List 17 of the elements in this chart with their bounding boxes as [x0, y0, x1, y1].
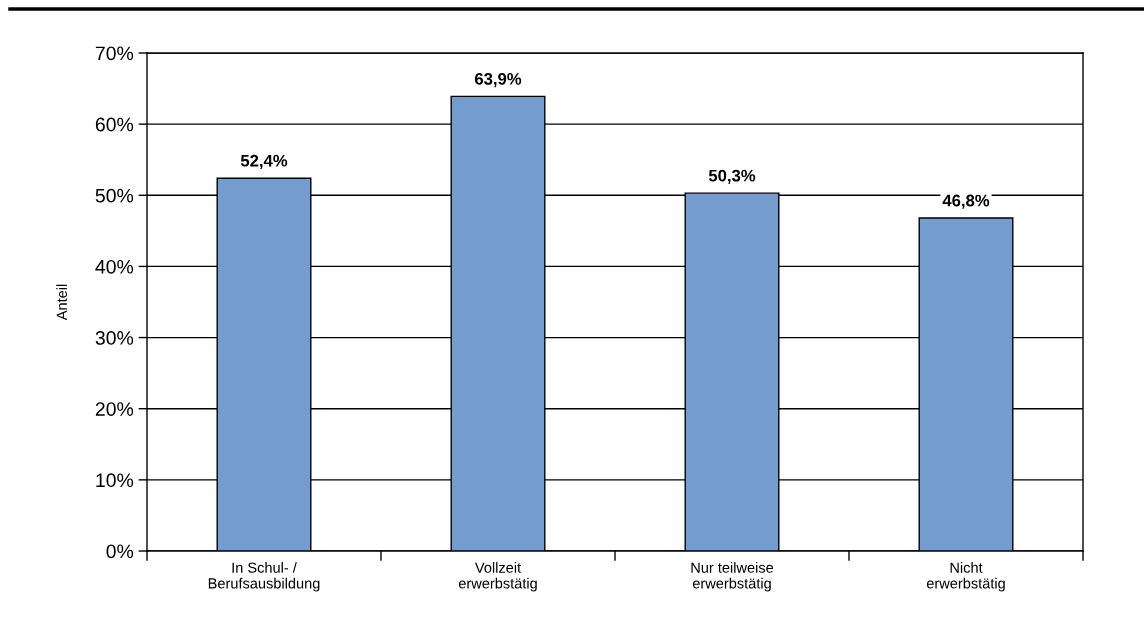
y-axis-title: Anteil	[56, 284, 68, 321]
x-tick-label: Nicht erwerbstätig	[926, 562, 1005, 592]
x-tick-label: Nur teilweise erwerbstätig	[691, 562, 774, 592]
data-label: 46,8%	[942, 194, 990, 209]
x-tick-label: In Schul- / Berufsausbildung	[208, 562, 320, 592]
data-label: 52,4%	[240, 154, 288, 169]
y-tick-label: 70%	[95, 46, 134, 61]
y-tick-label: 40%	[95, 259, 134, 274]
y-tick-label: 0%	[106, 544, 134, 559]
y-tick-label: 20%	[95, 402, 134, 416]
data-label: 63,9%	[474, 72, 522, 88]
y-tick-label: 60%	[95, 117, 134, 132]
data-label: 50,3%	[708, 169, 756, 184]
y-tick-label: 30%	[95, 331, 134, 345]
x-tick-label: Vollzeit erwerbstätig	[458, 562, 537, 592]
y-tick-label: 10%	[96, 473, 134, 488]
y-tick-label: 50%	[95, 188, 134, 203]
